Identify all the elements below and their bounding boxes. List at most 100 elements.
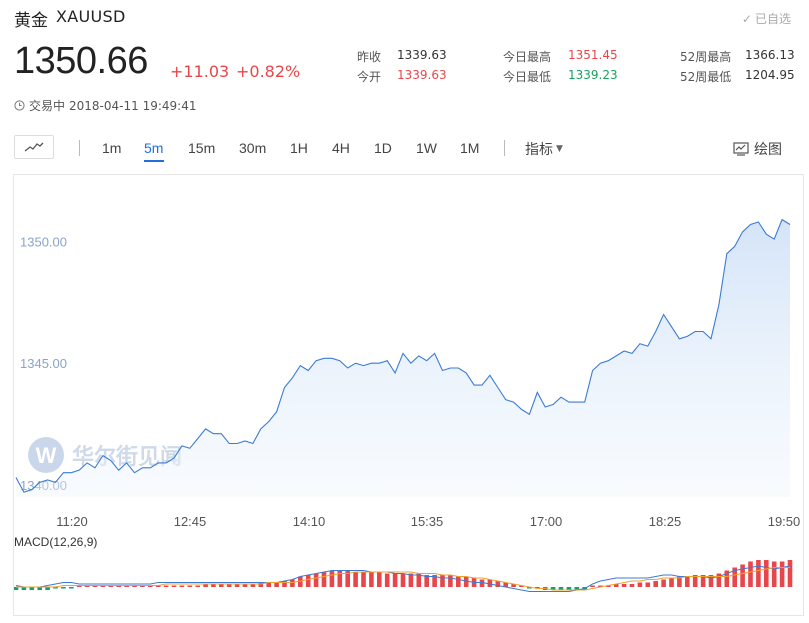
macd-histogram-bar	[179, 585, 185, 587]
macd-histogram-bar	[527, 587, 532, 589]
macd-histogram-bar	[53, 587, 58, 589]
line-chart-icon	[24, 142, 44, 152]
macd-histogram-bar	[661, 579, 666, 587]
macd-histogram-bar	[353, 572, 358, 587]
macd-histogram-bar	[92, 585, 98, 587]
macd-histogram-bar	[535, 587, 540, 589]
price-change-percent: +0.82%	[236, 62, 301, 81]
last-price: 1350.66	[14, 40, 148, 82]
macd-dif-line	[15, 565, 791, 592]
stat-value-52w-high: 1366.13	[745, 48, 795, 62]
macd-histogram-bar	[13, 587, 19, 590]
draw-icon	[733, 142, 749, 156]
timeframe-1d[interactable]: 1D	[374, 140, 392, 156]
stat-label-day-low: 今日最低	[503, 70, 552, 84]
macd-histogram-bar	[716, 573, 722, 587]
macd-histogram-bar	[685, 576, 690, 587]
macd-histogram-bar	[266, 582, 271, 587]
macd-histogram-bar	[211, 584, 216, 587]
macd-histogram-bar	[37, 587, 42, 590]
stat-value-day-low: 1339.23	[568, 68, 618, 82]
macd-histogram-bar	[621, 584, 627, 587]
macd-histogram-bar	[732, 567, 737, 587]
macd-histogram-bar	[487, 579, 493, 587]
macd-histogram-bar	[692, 575, 698, 587]
timeframe-1w[interactable]: 1W	[416, 140, 437, 156]
x-tick-label: 12:45	[174, 514, 207, 529]
macd-histogram-bar	[313, 573, 319, 587]
macd-histogram-bar	[653, 581, 658, 587]
timeframe-5m[interactable]: 5m	[144, 140, 164, 156]
macd-histogram-bar	[290, 579, 295, 587]
macd-histogram-bar	[629, 584, 635, 587]
macd-histogram-bar	[69, 587, 74, 589]
macd-histogram-bar	[226, 584, 232, 587]
macd-histogram-bar	[598, 585, 603, 587]
macd-histogram-bar	[155, 585, 161, 587]
macd-histogram-bar	[361, 572, 366, 587]
timeframe-1mo[interactable]: 1M	[460, 140, 480, 156]
timeframe-1m[interactable]: 1m	[102, 140, 122, 156]
price-change: +11.03	[170, 62, 230, 81]
macd-histogram-bar	[740, 564, 745, 587]
macd-histogram-bar	[242, 584, 248, 587]
macd-histogram-bar	[298, 576, 303, 587]
y-tick-label: 1350.00	[20, 235, 67, 250]
timeframe-1h[interactable]: 1H	[290, 140, 308, 156]
macd-histogram-bar	[566, 587, 572, 590]
caret-down-icon: ▼	[556, 144, 563, 154]
stat-value-52w-low: 1204.95	[745, 68, 795, 82]
macd-histogram-bar	[606, 585, 611, 587]
timeframe-15m[interactable]: 15m	[188, 140, 216, 156]
active-timeframe-indicator	[144, 160, 164, 162]
macd-histogram-bar	[163, 585, 169, 587]
macd-histogram-bar	[558, 587, 564, 590]
macd-histogram-bar	[764, 560, 769, 587]
macd-histogram-bar	[669, 578, 674, 587]
macd-histogram-bar	[250, 584, 256, 587]
timeframe-4h[interactable]: 4H	[332, 140, 350, 156]
macd-histogram-bar	[550, 587, 556, 590]
stat-label-open: 今开	[357, 70, 382, 84]
svg-text:W: W	[36, 443, 57, 468]
macd-histogram-bar	[424, 575, 429, 587]
macd-histogram-bar	[677, 576, 682, 587]
macd-histogram-bar	[479, 579, 485, 587]
price-line	[15, 218, 791, 493]
instrument-symbol: XAUUSD	[56, 7, 126, 26]
stat-value-day-high: 1351.45	[568, 48, 618, 62]
indicator-menu-button[interactable]: 指标 ▼	[525, 139, 563, 159]
macd-histogram-bar	[234, 584, 240, 587]
macd-histogram-bar	[171, 585, 177, 587]
toolbar-divider	[79, 140, 80, 156]
macd-histogram-bar	[400, 573, 406, 587]
timeframe-30m[interactable]: 30m	[239, 140, 267, 156]
macd-histogram-bar	[187, 585, 193, 587]
macd-histogram-bar	[700, 575, 706, 587]
watchlist-button[interactable]: ✓ 已自选	[742, 10, 791, 27]
macd-histogram-bar	[495, 581, 501, 587]
macd-histogram-bar	[787, 560, 793, 587]
macd-histogram-bar	[100, 585, 106, 587]
macd-histogram-bar	[756, 560, 761, 587]
macd-histogram-bar	[203, 584, 208, 587]
macd-histogram-bar	[29, 587, 35, 590]
chart-type-button[interactable]	[14, 135, 54, 159]
macd-dea-line	[16, 567, 790, 591]
watchlist-label: 已自选	[754, 12, 791, 26]
macd-histogram-bar	[645, 582, 651, 587]
price-area	[16, 219, 790, 497]
x-tick-label: 19:50	[768, 514, 801, 529]
macd-histogram-bar	[108, 585, 114, 587]
x-tick-label: 15:35	[411, 514, 444, 529]
x-tick-label: 18:25	[649, 514, 682, 529]
macd-histogram-bar	[258, 582, 264, 587]
macd-histogram-bar	[76, 585, 82, 587]
macd-histogram-bar	[116, 585, 121, 587]
draw-tools-button[interactable]: 绘图	[733, 139, 782, 159]
x-tick-label: 17:00	[530, 514, 563, 529]
macd-histogram-bar	[613, 584, 619, 587]
draw-label: 绘图	[754, 142, 782, 158]
macd-histogram-bar	[432, 575, 437, 587]
